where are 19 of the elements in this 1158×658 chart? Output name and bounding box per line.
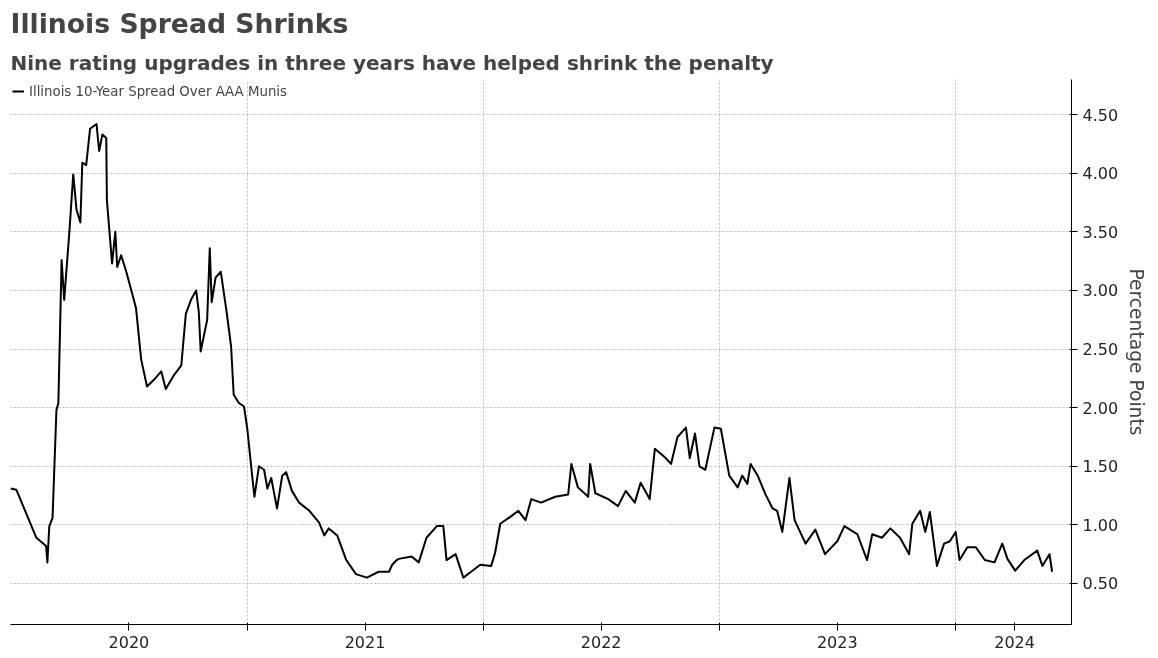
- line-series: [10, 123, 1054, 579]
- chart-title: Illinois Spread Shrinks: [10, 7, 349, 39]
- y-tick-label: 2.00: [1082, 398, 1119, 418]
- y-tick-label: 4.50: [1082, 105, 1119, 125]
- x-tick-label: 2021: [344, 632, 386, 652]
- x-tick-label: 2024: [994, 632, 1035, 652]
- y-tick-label: 3.00: [1082, 281, 1119, 301]
- y-tick-label: 4.00: [1082, 164, 1119, 184]
- x-tick-label: 2020: [108, 632, 150, 652]
- y-tick-label: 1.00: [1082, 515, 1119, 535]
- y-tick-label: 2.50: [1082, 340, 1119, 360]
- y-tick-label: 0.50: [1082, 574, 1119, 594]
- y-tick-label: 1.50: [1082, 457, 1119, 477]
- x-tick-label: 2023: [816, 632, 858, 652]
- chart-subtitle: Nine rating upgrades in three years have helped shrink the penalty: [10, 50, 774, 75]
- y-axis-title: Percentage Points: [1126, 268, 1148, 436]
- y-tick-label: 3.50: [1082, 222, 1119, 242]
- x-tick-label: 2022: [580, 632, 622, 652]
- legend-label: Illinois 10-Year Spread Over AAA Munis: [29, 83, 288, 99]
